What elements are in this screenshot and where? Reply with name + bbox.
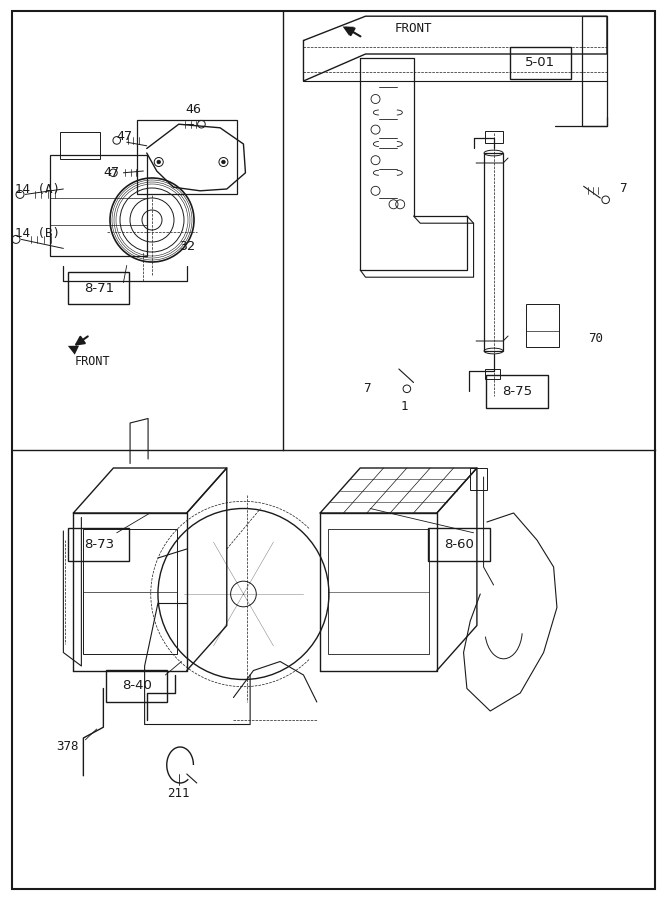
Text: 14 (A): 14 (A) bbox=[15, 183, 59, 195]
Bar bbox=[83, 529, 177, 654]
Bar bbox=[68, 272, 129, 304]
Bar bbox=[68, 528, 129, 561]
Bar bbox=[50, 155, 147, 256]
Bar bbox=[485, 131, 502, 143]
Text: 8-75: 8-75 bbox=[502, 385, 532, 398]
Text: 8-60: 8-60 bbox=[444, 538, 474, 551]
Text: 8-40: 8-40 bbox=[122, 680, 151, 692]
Text: 7: 7 bbox=[619, 183, 626, 195]
Bar bbox=[582, 16, 607, 126]
Text: FRONT: FRONT bbox=[395, 22, 432, 35]
Bar bbox=[510, 47, 571, 79]
Bar bbox=[60, 132, 100, 159]
Bar bbox=[485, 369, 500, 379]
Text: 211: 211 bbox=[167, 788, 190, 800]
Bar bbox=[470, 468, 487, 490]
Text: 47: 47 bbox=[117, 130, 133, 143]
Text: 7: 7 bbox=[363, 382, 370, 395]
Circle shape bbox=[221, 160, 225, 164]
Bar bbox=[428, 528, 490, 561]
Text: 8-73: 8-73 bbox=[83, 538, 114, 551]
Bar bbox=[137, 120, 237, 194]
Text: 5-01: 5-01 bbox=[525, 57, 556, 69]
Text: 70: 70 bbox=[588, 332, 603, 345]
Text: 14 (B): 14 (B) bbox=[15, 228, 59, 240]
Text: 47: 47 bbox=[103, 166, 119, 179]
Text: 32: 32 bbox=[179, 240, 195, 253]
Text: 46: 46 bbox=[185, 104, 201, 116]
Bar bbox=[486, 375, 548, 408]
Bar bbox=[484, 153, 503, 351]
Text: FRONT: FRONT bbox=[74, 356, 110, 368]
Text: 8-71: 8-71 bbox=[83, 282, 114, 294]
Text: 1: 1 bbox=[400, 400, 408, 413]
Bar bbox=[106, 670, 167, 702]
Bar bbox=[328, 529, 429, 654]
Bar bbox=[526, 304, 559, 347]
Circle shape bbox=[157, 160, 161, 164]
Text: 378: 378 bbox=[57, 741, 79, 753]
